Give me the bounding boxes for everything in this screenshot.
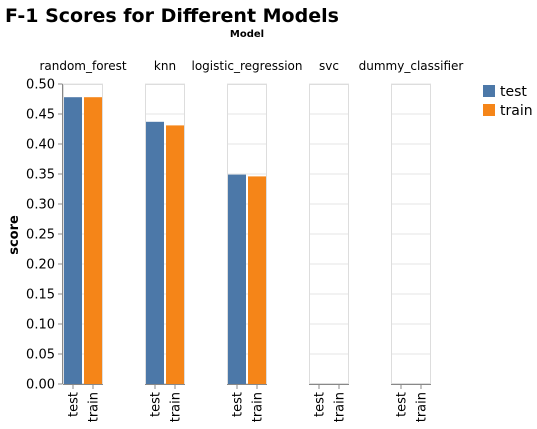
y-axis: 0.00 0.05 0.10 0.15 0.20 0.25 0.30 0.35 0.40 0.45… xyxy=(26,78,63,393)
x-tick-label: train xyxy=(415,392,430,422)
y-axis-label: score xyxy=(7,215,22,255)
facet-label: logistic_regression xyxy=(191,59,302,73)
chart-title: F-1 Scores for Different Models xyxy=(5,5,339,27)
y-tick-label: 0.45 xyxy=(26,108,55,123)
facet-label: random_forest xyxy=(39,59,126,73)
y-tick-label: 0.10 xyxy=(26,318,55,333)
x-tick-label: train xyxy=(87,392,102,422)
facet-header-title: Model xyxy=(230,29,264,40)
facet-frame xyxy=(309,84,349,384)
y-tick-label: 0.15 xyxy=(26,288,55,303)
y-tick-label: 0.20 xyxy=(26,258,55,273)
x-tick-label: test xyxy=(149,392,164,417)
facet-frame xyxy=(63,84,103,384)
y-tick-label: 0.25 xyxy=(26,228,55,243)
y-tick-label: 0.35 xyxy=(26,168,55,183)
y-tick-label: 0.30 xyxy=(26,198,55,213)
x-tick-label: test xyxy=(395,392,410,417)
facet-label: dummy_classifier xyxy=(359,59,464,73)
x-tick-label: test xyxy=(67,392,82,417)
bar-random_forest-train xyxy=(84,97,102,384)
legend-swatch-train xyxy=(483,104,495,116)
facet-frame xyxy=(391,84,431,384)
x-tick-label: test xyxy=(313,392,328,417)
bar-random_forest-test xyxy=(64,97,82,384)
bar-logistic_regression-test xyxy=(228,174,246,384)
facet-frame xyxy=(145,84,185,384)
legend-label-test: test xyxy=(500,84,527,100)
y-tick-label: 0.05 xyxy=(26,348,55,363)
bar-knn-test xyxy=(146,121,164,385)
bar-knn-train xyxy=(166,125,184,385)
legend: test train xyxy=(483,84,533,119)
x-tick-label: train xyxy=(251,392,266,422)
facet-label: knn xyxy=(154,59,176,73)
facet-panel-svc: svc test train xyxy=(309,59,349,422)
facet-panel-knn: knn test train xyxy=(145,59,185,422)
facet-frame xyxy=(227,84,267,384)
legend-swatch-test xyxy=(483,85,495,97)
y-tick-label: 0.00 xyxy=(26,378,55,393)
y-tick-label: 0.40 xyxy=(26,138,55,153)
y-tick-label: 0.50 xyxy=(26,78,55,93)
x-tick-label: train xyxy=(169,392,184,422)
legend-label-train: train xyxy=(500,103,533,119)
x-tick-label: test xyxy=(231,392,246,417)
facet-label: svc xyxy=(319,59,339,73)
bar-logistic_regression-train xyxy=(248,176,266,384)
x-tick-label: train xyxy=(333,392,348,422)
